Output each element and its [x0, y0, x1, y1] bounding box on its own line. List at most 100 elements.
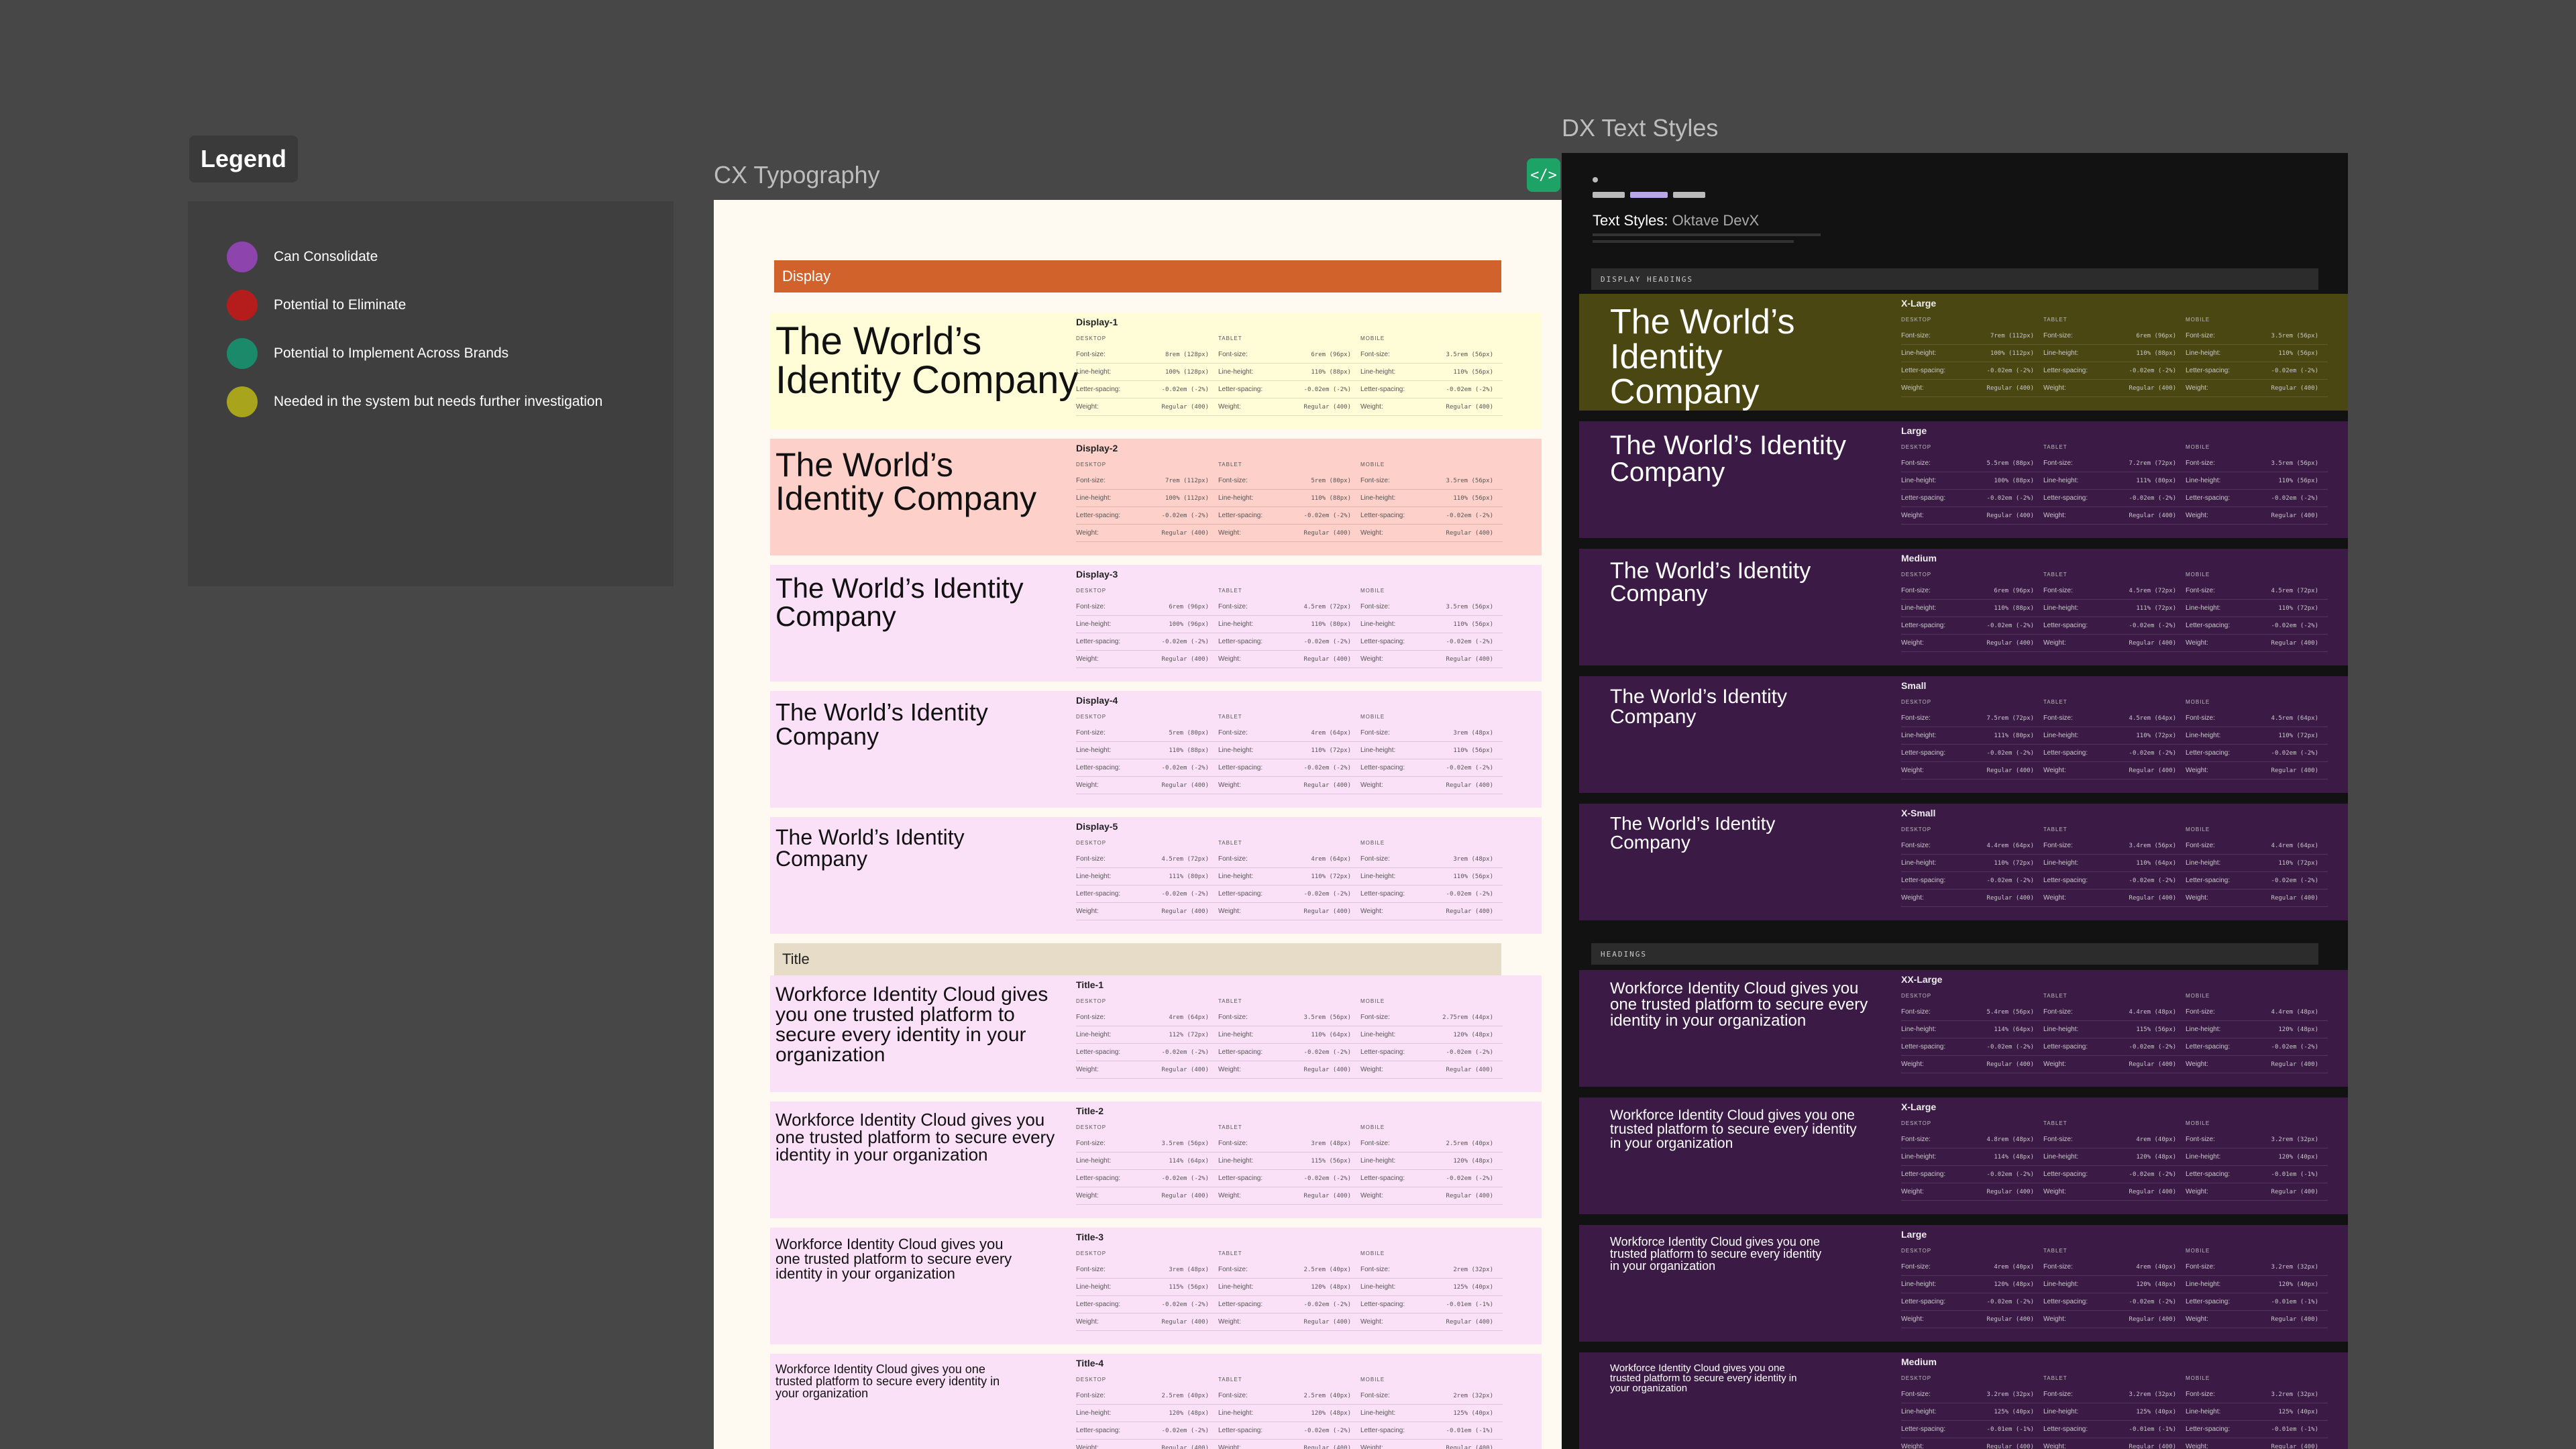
spec-head-mobile: MOBILE [1360, 462, 1385, 468]
spec-label: Font-size: [2186, 1391, 2215, 1398]
spec-col-tablet: TABLET Font-size: 2.5rem (40px) Line-height… [1218, 1377, 1360, 1449]
spec-head-tablet: TABLET [2043, 317, 2068, 323]
spec-value: 3rem (48px) [1453, 729, 1493, 737]
dx-frame-label[interactable]: DX Text Styles [1562, 114, 1719, 142]
legend-label: Can Consolidate [274, 249, 378, 264]
spec-line: Font-size: 3rem (48px) [1360, 851, 1503, 868]
dx-type-row[interactable]: The World’s Identity Company X-Small DESKT… [1579, 804, 2348, 920]
spec-label: Line-height: [1076, 1031, 1112, 1038]
spec-value: -0.02em (-2%) [1161, 764, 1209, 771]
type-row[interactable]: The World’s Identity Company Display-5 DES… [770, 817, 1542, 934]
spec-head-desktop: DESKTOP [1076, 588, 1107, 594]
spec-label: Line-height: [1076, 1283, 1112, 1291]
spec-value: 2.5rem (40px) [1446, 1140, 1493, 1147]
spec-line: Font-size: 2.5rem (40px) [1076, 1387, 1218, 1405]
spec-value: Regular (400) [1446, 403, 1493, 411]
spec-label: Line-height: [1218, 1157, 1254, 1165]
spec-line: Line-height: 111% (80px) [1901, 727, 2043, 745]
spec-line: Line-height: 120% (48px) [2186, 1021, 2328, 1038]
spec-label: Font-size: [1901, 587, 1931, 594]
spec-value: Regular (400) [1986, 767, 2034, 774]
spec-head-tablet: TABLET [1218, 998, 1242, 1004]
spec-col-desktop: DESKTOP Font-size: 4rem (64px) Line-height:… [1076, 998, 1218, 1079]
spec-line: Letter-spacing: -0.02em (-2%) [1076, 885, 1218, 903]
spec-value: Regular (400) [1446, 1066, 1493, 1073]
spec-value: 114% (48px) [1994, 1153, 2034, 1161]
spec-label: Line-height: [1901, 859, 1937, 867]
style-name: Title-3 [1076, 1232, 1104, 1242]
spec-col-mobile: MOBILE Font-size: 4.5rem (64px) Line-height… [2186, 699, 2328, 780]
spec-label: Font-size: [2043, 460, 2073, 467]
type-row[interactable]: Workforce Identity Cloud gives you one t… [770, 1354, 1542, 1449]
type-row[interactable]: Workforce Identity Cloud gives you one t… [770, 975, 1542, 1092]
spec-line: Weight: Regular (400) [1218, 1313, 1360, 1331]
type-row[interactable]: The World’s Identity Company Display-4 DES… [770, 691, 1542, 808]
spec-value: Regular (400) [1161, 908, 1209, 915]
cx-typography-frame[interactable]: Display Title The World’s Identity Compa… [714, 200, 1562, 1449]
spec-line: Font-size: 4.4rem (64px) [2186, 837, 2328, 855]
spec-label: Weight: [1360, 1444, 1383, 1449]
spec-label: Letter-spacing: [1076, 386, 1121, 393]
spec-value: -0.02em (-2%) [2129, 367, 2176, 374]
spec-value: 110% (72px) [1311, 873, 1351, 880]
spec-label: Font-size: [1218, 1266, 1248, 1273]
spec-label: Line-height: [2043, 1026, 2079, 1033]
dx-type-row[interactable]: The World’s Identity Company X-Large DESKT… [1579, 294, 2348, 411]
spec-label: Line-height: [1076, 621, 1112, 628]
spec-label: Line-height: [1218, 368, 1254, 376]
dx-type-row[interactable]: Workforce Identity Cloud gives you one t… [1579, 1352, 2348, 1449]
spec-line: Weight: Regular (400) [2186, 507, 2328, 525]
type-row[interactable]: The World’s Identity Company Display-3 DES… [770, 565, 1542, 682]
spec-value: 7rem (112px) [1990, 332, 2034, 339]
spec-head-mobile: MOBILE [2186, 444, 2210, 450]
type-row[interactable]: Workforce Identity Cloud gives you one t… [770, 1228, 1542, 1344]
spec-value: Regular (400) [2271, 1443, 2318, 1449]
spec-label: Line-height: [1901, 604, 1937, 612]
spec-col-desktop: DESKTOP Font-size: 6rem (96px) Line-height:… [1076, 588, 1218, 668]
dx-type-row[interactable]: The World’s Identity Company Small DESKTOP… [1579, 676, 2348, 793]
spec-value: Regular (400) [2129, 1443, 2176, 1449]
spec-value: 114% (64px) [1994, 1026, 2034, 1033]
spec-line: Weight: Regular (400) [2186, 1183, 2328, 1201]
spec-line: Letter-spacing: -0.02em (-2%) [1218, 507, 1360, 525]
cx-frame-label[interactable]: CX Typography [714, 161, 880, 189]
spec-value: 5rem (80px) [1169, 729, 1209, 737]
type-sample: The World’s Identity Company [775, 825, 965, 871]
dx-type-row[interactable]: The World’s Identity Company Medium DESKTO… [1579, 549, 2348, 665]
spec-label: Letter-spacing: [2186, 1298, 2231, 1305]
spec-line: Weight: Regular (400) [2186, 1311, 2328, 1328]
spec-value: -0.02em (-2%) [1986, 877, 2034, 884]
dx-type-row[interactable]: Workforce Identity Cloud gives you one t… [1579, 1097, 2348, 1214]
spec-label: Font-size: [2043, 332, 2073, 339]
spec-label: Letter-spacing: [1076, 1427, 1121, 1434]
spec-value: Regular (400) [1446, 1318, 1493, 1326]
spec-label: Line-height: [1218, 494, 1254, 502]
code-view-button[interactable]: </> [1527, 158, 1560, 192]
dx-type-row[interactable]: Workforce Identity Cloud gives you one t… [1579, 970, 2348, 1087]
spec-line: Font-size: 8rem (128px) [1076, 346, 1218, 364]
type-row[interactable]: The World’s Identity Company Display-2 DES… [770, 439, 1542, 555]
type-row[interactable]: The World’s Identity Company Display-1 DES… [770, 313, 1542, 429]
spec-value: 110% (56px) [1453, 747, 1493, 754]
dx-type-row[interactable]: Workforce Identity Cloud gives you one t… [1579, 1225, 2348, 1342]
spec-value: Regular (400) [1446, 1444, 1493, 1449]
type-row[interactable]: Workforce Identity Cloud gives you one t… [770, 1102, 1542, 1218]
spec-label: Line-height: [1901, 350, 1937, 357]
spec-value: Regular (400) [1303, 655, 1351, 663]
spec-line: Line-height: 110% (80px) [1218, 616, 1360, 633]
spec-line: Line-height: 110% (72px) [2043, 727, 2186, 745]
spec-line: Font-size: 2rem (32px) [1360, 1261, 1503, 1279]
spec-label: Letter-spacing: [2186, 367, 2231, 374]
dx-text-styles-frame[interactable]: Text Styles: Oktave DevX DISPLAY HEADING… [1562, 153, 2348, 1449]
spec-value: 3.2rem (32px) [1986, 1391, 2034, 1398]
spec-value: -0.02em (-2%) [1303, 1427, 1351, 1434]
spec-head-desktop: DESKTOP [1076, 998, 1107, 1004]
spec-value: -0.02em (-2%) [1303, 890, 1351, 898]
spec-label: Weight: [2043, 767, 2066, 774]
spec-line: Line-height: 110% (56px) [1360, 868, 1503, 885]
dx-type-row[interactable]: The World’s Identity Company Large DESKTOP… [1579, 421, 2348, 538]
tag-pill [1673, 192, 1705, 198]
spec-head-mobile: MOBILE [1360, 840, 1385, 846]
dx-spec-table: DESKTOP Font-size: 7rem (112px) Line-height… [1901, 317, 2330, 397]
spec-line: Line-height: 110% (72px) [1218, 868, 1360, 885]
